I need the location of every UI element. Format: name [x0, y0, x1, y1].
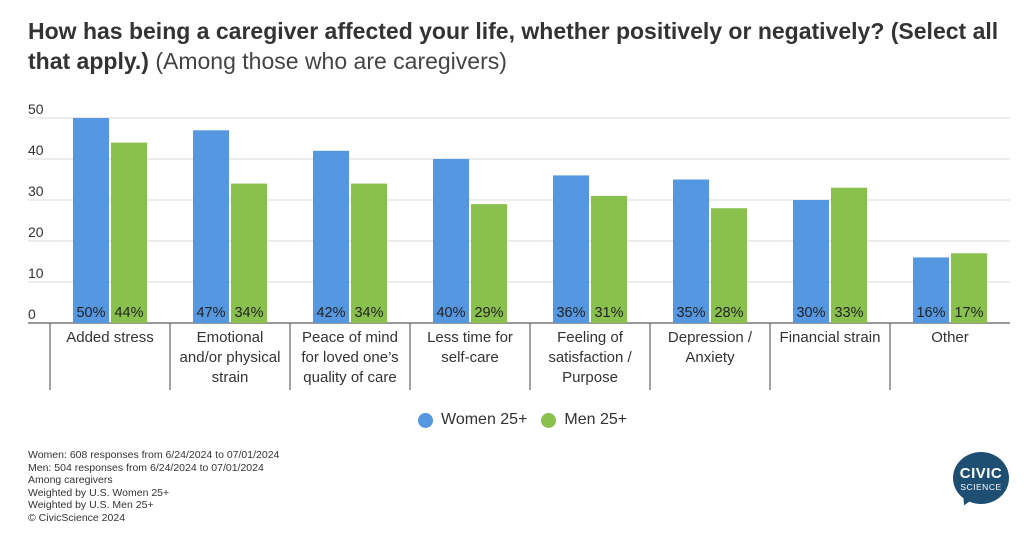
note-line: Men: 504 responses from 6/24/2024 to 07/… [28, 461, 264, 474]
x-tick-label: quality of care [303, 369, 396, 386]
data-label: 30% [796, 305, 825, 321]
x-tick-label: Anxiety [685, 349, 735, 366]
data-label: 17% [954, 305, 983, 321]
data-label: 40% [436, 305, 465, 321]
note-line: Among caregivers [28, 474, 113, 486]
bar [193, 130, 229, 323]
bar [111, 142, 147, 323]
data-label: 34% [354, 305, 383, 321]
y-tick-label: 50 [28, 101, 44, 117]
x-tick-label: self-care [441, 349, 499, 366]
legend-item-women: Women 25+ [418, 411, 527, 429]
bar [591, 195, 627, 323]
data-label: 36% [556, 305, 585, 321]
source-notes: Women: 608 responses from 6/24/2024 to 0… [28, 449, 279, 524]
data-label: 33% [834, 305, 863, 321]
legend-item-men: Men 25+ [541, 411, 627, 429]
logo-text-civic: CIVIC [959, 465, 1003, 482]
x-tick-label: Peace of mind [302, 329, 398, 346]
x-tick-label: Less time for [427, 329, 513, 346]
x-tick-label: and/or physical [180, 349, 281, 366]
bar [471, 204, 507, 323]
data-label: 34% [234, 305, 263, 321]
bar [73, 118, 109, 323]
note-line: Weighted by U.S. Men 25+ [28, 499, 154, 511]
data-label: 44% [114, 305, 143, 321]
note-line: Weighted by U.S. Women 25+ [28, 486, 170, 499]
x-tick-label: satisfaction / [548, 349, 632, 366]
title-question: How has being a caregiver affected your … [28, 18, 999, 74]
bar [831, 187, 867, 323]
note-line: Women: 608 responses from 6/24/2024 to 0… [28, 449, 280, 461]
x-tick-label: Feeling of [557, 329, 624, 346]
x-tick-label: strain [212, 369, 249, 386]
x-tick-label: Other [931, 329, 969, 346]
chart-legend: Women 25+ Men 25+ [418, 411, 641, 429]
data-label: 31% [594, 305, 623, 321]
y-tick-label: 10 [28, 265, 44, 281]
bar [351, 183, 387, 323]
data-label: 50% [76, 305, 105, 321]
x-tick-label: for loved one’s [301, 349, 398, 366]
y-tick-label: 30 [28, 183, 44, 199]
bar [433, 159, 469, 323]
x-tick-label: Emotional [197, 329, 264, 346]
legend-label-women: Women 25+ [441, 411, 528, 428]
logo-bubble [953, 452, 1009, 504]
y-tick-label: 40 [28, 142, 44, 158]
bar [913, 257, 949, 323]
note-line: © CivicScience 2024 [28, 511, 126, 524]
legend-swatch-women [418, 412, 433, 428]
data-label: 42% [316, 305, 345, 321]
y-tick-label: 0 [28, 306, 36, 322]
chart-title: How has being a caregiver affected your … [28, 16, 1008, 76]
bar [793, 200, 829, 323]
x-tick-label: Financial strain [780, 329, 881, 346]
bar [553, 175, 589, 323]
logo-text-science: SCIENCE [960, 482, 1002, 492]
data-label: 16% [916, 305, 945, 321]
civicscience-logo: CIVIC SCIENCE [953, 452, 1009, 509]
legend-label-men: Men 25+ [564, 411, 628, 428]
data-label: 35% [676, 305, 705, 321]
legend-swatch-men [541, 412, 557, 428]
bar [951, 253, 987, 323]
x-tick-label: Added stress [66, 329, 154, 346]
x-tick-label: Depression / [668, 329, 753, 346]
bar [673, 179, 709, 323]
bar [711, 208, 747, 323]
data-label: 47% [196, 305, 225, 321]
x-tick-label: Purpose [562, 369, 618, 386]
bar [313, 150, 349, 323]
title-subtitle: (Among those who are caregivers) [155, 48, 507, 74]
y-tick-label: 20 [28, 224, 44, 240]
data-label: 29% [474, 305, 503, 321]
data-label: 28% [714, 305, 743, 321]
bar [231, 183, 267, 323]
